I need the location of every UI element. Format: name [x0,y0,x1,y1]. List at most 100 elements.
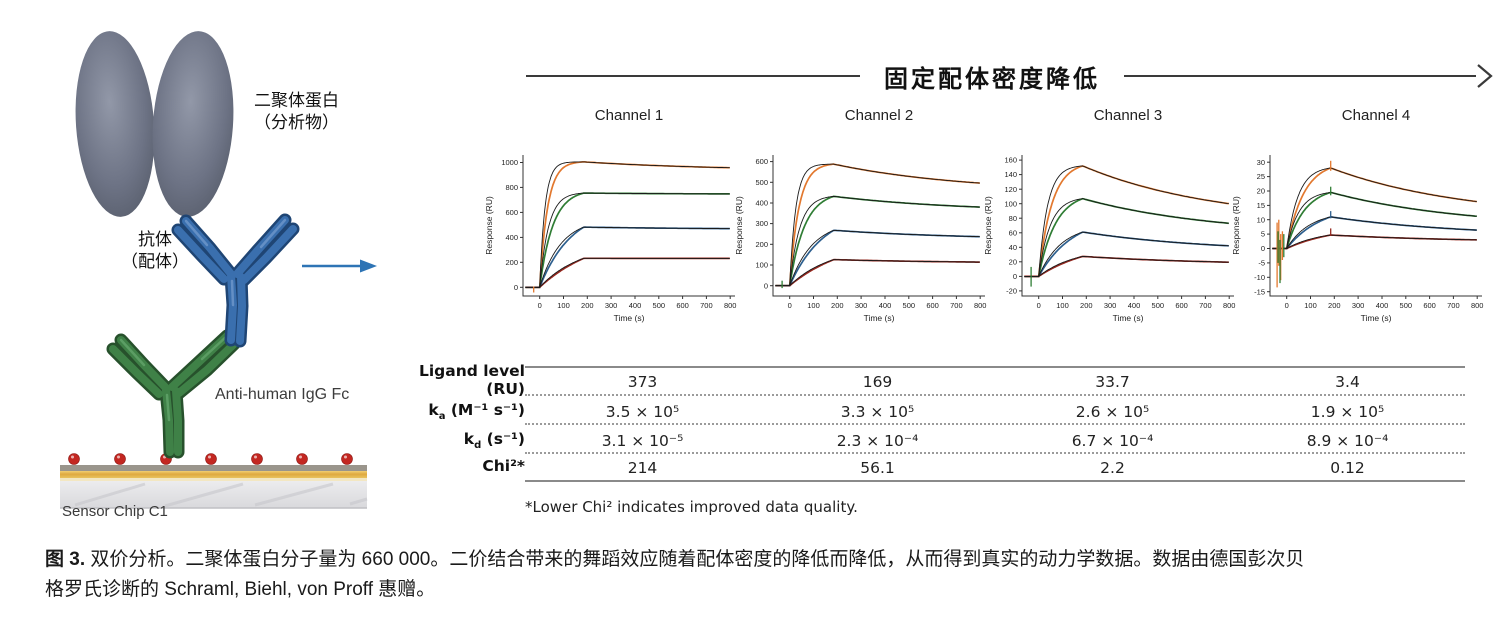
channel-2-title: Channel 2 [844,107,914,124]
ligand-label-line1: 抗体 [138,230,172,249]
svg-text:400: 400 [879,301,892,310]
svg-text:0: 0 [1013,272,1017,281]
svg-text:0: 0 [764,281,768,290]
svg-text:600: 600 [505,208,518,217]
svg-text:0: 0 [1261,244,1265,253]
sensor-chip-diagram: 二聚体蛋白 （分析物） 抗体 （配体） Anti-human IgG Fc Se… [0,0,470,540]
svg-text:300: 300 [855,301,868,310]
table-cell: 2.6 × 10⁵ [1075,403,1150,421]
svg-text:800: 800 [724,301,737,310]
svg-text:500: 500 [903,301,916,310]
svg-text:500: 500 [653,301,666,310]
row-label-ka: ka (M⁻¹ s⁻¹) [428,401,525,423]
table-row: Ligand level (RU) 373 169 33.7 3.4 [385,362,1465,398]
arrow-head-icon [1477,64,1493,88]
row-label-chi2: Chi²* [482,457,525,476]
ligand-density-arrow: 固定配体密度降低 [526,62,1494,93]
svg-text:100: 100 [557,301,570,310]
table-footnote: *Lower Chi² indicates improved data qual… [525,498,858,516]
svg-text:800: 800 [1223,301,1236,310]
channel-1-title: Channel 1 [594,107,664,124]
svg-text:200: 200 [831,301,844,310]
svg-text:100: 100 [1304,301,1317,310]
caption-line2: 格罗氏诊断的 Schraml, Biehl, von Proff 惠赠。 [45,579,436,600]
svg-text:160: 160 [1004,156,1017,165]
svg-text:700: 700 [950,301,963,310]
table-cell: 169 [862,373,893,391]
capture-antibody [106,329,241,459]
svg-text:300: 300 [755,219,768,228]
figure-number: 图 3. [45,549,86,570]
dimer-protein-analyte [75,31,234,217]
caption-line1: 双价分析。二聚体蛋白分子量为 660 000。二价结合带来的舞蹈效应随着配体密度… [85,549,1305,570]
channel-1-chart: Channel 1 0 200 400 600 800 1000 0 100 200 300 400… [483,107,738,342]
svg-text:Time (s): Time (s) [1361,313,1392,323]
table-cell: 1.9 × 10⁵ [1310,403,1385,421]
analyte-label-line1: 二聚体蛋白 [254,91,339,110]
table-cell: 8.9 × 10⁻⁴ [1306,432,1389,450]
svg-text:10: 10 [1257,215,1265,224]
svg-text:0: 0 [788,301,792,310]
svg-text:30: 30 [1257,158,1265,167]
table-cell: 2.3 × 10⁻⁴ [836,432,919,450]
svg-text:300: 300 [1352,301,1365,310]
svg-text:0: 0 [1285,301,1289,310]
table-cell: 3.4 [1335,373,1360,391]
svg-text:400: 400 [1376,301,1389,310]
channel-2-plot: 0 100 200 300 400 500 600 0 100 200 300 400 500 600 70… [734,155,987,323]
ligand-label: 抗体 （配体） [113,229,197,273]
svg-text:Time (s): Time (s) [864,313,895,323]
table-row: kd (s⁻¹) 3.1 × 10⁻⁵ 2.3 × 10⁻⁴ 6.7 × 10⁻… [385,429,1465,453]
svg-text:0: 0 [538,301,542,310]
capture-antibody-label: Anti-human IgG Fc [215,386,350,403]
table-cell: 373 [627,373,658,391]
svg-text:600: 600 [1175,301,1188,310]
table-cell: 56.1 [860,459,895,477]
svg-text:400: 400 [755,199,768,208]
svg-text:200: 200 [1080,301,1093,310]
svg-text:140: 140 [1004,170,1017,179]
svg-text:400: 400 [1128,301,1141,310]
analyte-label-line2: （分析物） [254,113,339,132]
table-rule-dotted-2 [525,423,1465,425]
channel-4-title: Channel 4 [1341,107,1411,124]
svg-text:200: 200 [581,301,594,310]
sensor-chip-label: Sensor Chip C1 [62,503,168,520]
table-rule-dotted-1 [525,394,1465,396]
svg-text:100: 100 [1004,199,1017,208]
svg-text:15: 15 [1257,201,1265,210]
svg-text:100: 100 [755,261,768,270]
diagram-arrow-icon [302,259,377,273]
svg-text:600: 600 [676,301,689,310]
svg-text:600: 600 [926,301,939,310]
svg-text:0: 0 [1037,301,1041,310]
svg-text:100: 100 [1056,301,1069,310]
svg-text:40: 40 [1009,243,1017,252]
svg-text:Response (RU): Response (RU) [484,196,494,255]
svg-text:800: 800 [974,301,987,310]
channel-3-plot: -20 0 20 40 60 80 100 120 140 160 0 100 200 300 400 500… [983,155,1236,323]
arrow-line-right [1124,75,1476,77]
table-rule-bottom [525,480,1465,482]
svg-text:Response (RU): Response (RU) [734,196,744,255]
table-row: ka (M⁻¹ s⁻¹) 3.5 × 10⁵ 3.3 × 10⁵ 2.6 × 1… [385,400,1465,424]
row-label-ligand-level: Ligand level (RU) [418,362,525,399]
channel-3-title: Channel 3 [1093,107,1163,124]
table-cell: 3.5 × 10⁵ [605,403,680,421]
table-cell: 2.2 [1100,459,1125,477]
svg-text:-10: -10 [1254,273,1265,282]
svg-text:700: 700 [1199,301,1212,310]
table-cell: 3.3 × 10⁵ [840,403,915,421]
table-row: Chi²* 214 56.1 2.2 0.12 [385,456,1465,480]
analyte-label: 二聚体蛋白 （分析物） [239,90,354,134]
channel-3-chart: Channel 3 -20 0 20 40 60 80 100 120 140 160 0 100 20… [982,107,1237,342]
table-cell: 0.12 [1330,459,1365,477]
table-cell: 214 [627,459,658,477]
svg-text:20: 20 [1009,257,1017,266]
sensor-chip-diagram-art [60,31,377,509]
figure-caption: 图 3. 双价分析。二聚体蛋白分子量为 660 000。二价结合带来的舞蹈效应随… [45,545,1497,605]
svg-text:600: 600 [1423,301,1436,310]
svg-text:100: 100 [807,301,820,310]
